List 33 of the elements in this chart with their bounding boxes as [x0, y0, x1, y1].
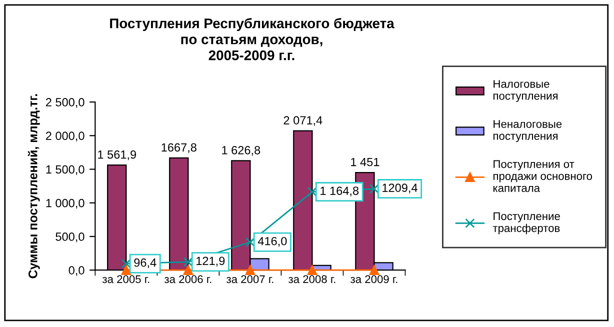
legend-label: Поступления от продажи основного капитала — [493, 160, 592, 192]
data-label: 2 071,4 — [284, 116, 322, 126]
data-label: 416,0 — [258, 236, 287, 247]
y-axis-title: Суммы поступлений, млрд.тг. — [28, 94, 40, 278]
x-tick-label: за 2005 г. — [102, 275, 150, 284]
x-tick-label: за 2008 г. — [288, 275, 336, 284]
point — [121, 265, 132, 275]
data-label: 1667,8 — [162, 143, 196, 153]
point — [183, 265, 194, 275]
x-tick-label: за 2006 г. — [164, 275, 212, 284]
legend-label: Поступление трансфертов — [492, 212, 560, 234]
y-tick-label: 500,0 — [56, 232, 84, 242]
y-tick-label: 1 500,0 — [46, 165, 84, 176]
data-label: 1 451 — [351, 158, 380, 166]
y-tick-label: 1 000,0 — [46, 198, 84, 209]
data-label: 1209,4 — [382, 184, 418, 194]
legend-label: Налоговые поступления — [493, 80, 558, 102]
point — [369, 265, 380, 275]
legend-label: Неналоговые поступления — [493, 120, 562, 142]
data-label: 1 626,8 — [222, 146, 260, 156]
y-tick-label: 2 000,0 — [46, 132, 84, 142]
data-label: 96,4 — [134, 258, 156, 268]
x-tick-label: за 2007 г. — [226, 275, 274, 284]
chart-title: Поступления Республиканского бюджета по статьям доходов, 2005-2009 г.г. — [110, 18, 394, 60]
point — [307, 265, 318, 275]
bar — [169, 157, 189, 270]
data-label: 1 164,8 — [320, 186, 359, 196]
y-tick-label: 2 500,0 — [46, 98, 84, 108]
data-label: 121,9 — [196, 256, 225, 266]
x-tick-label: за 2009 г. — [350, 275, 398, 284]
y-tick-label: 0,0 — [68, 266, 84, 276]
point — [245, 265, 256, 275]
data-label: 1 561,9 — [98, 150, 136, 160]
